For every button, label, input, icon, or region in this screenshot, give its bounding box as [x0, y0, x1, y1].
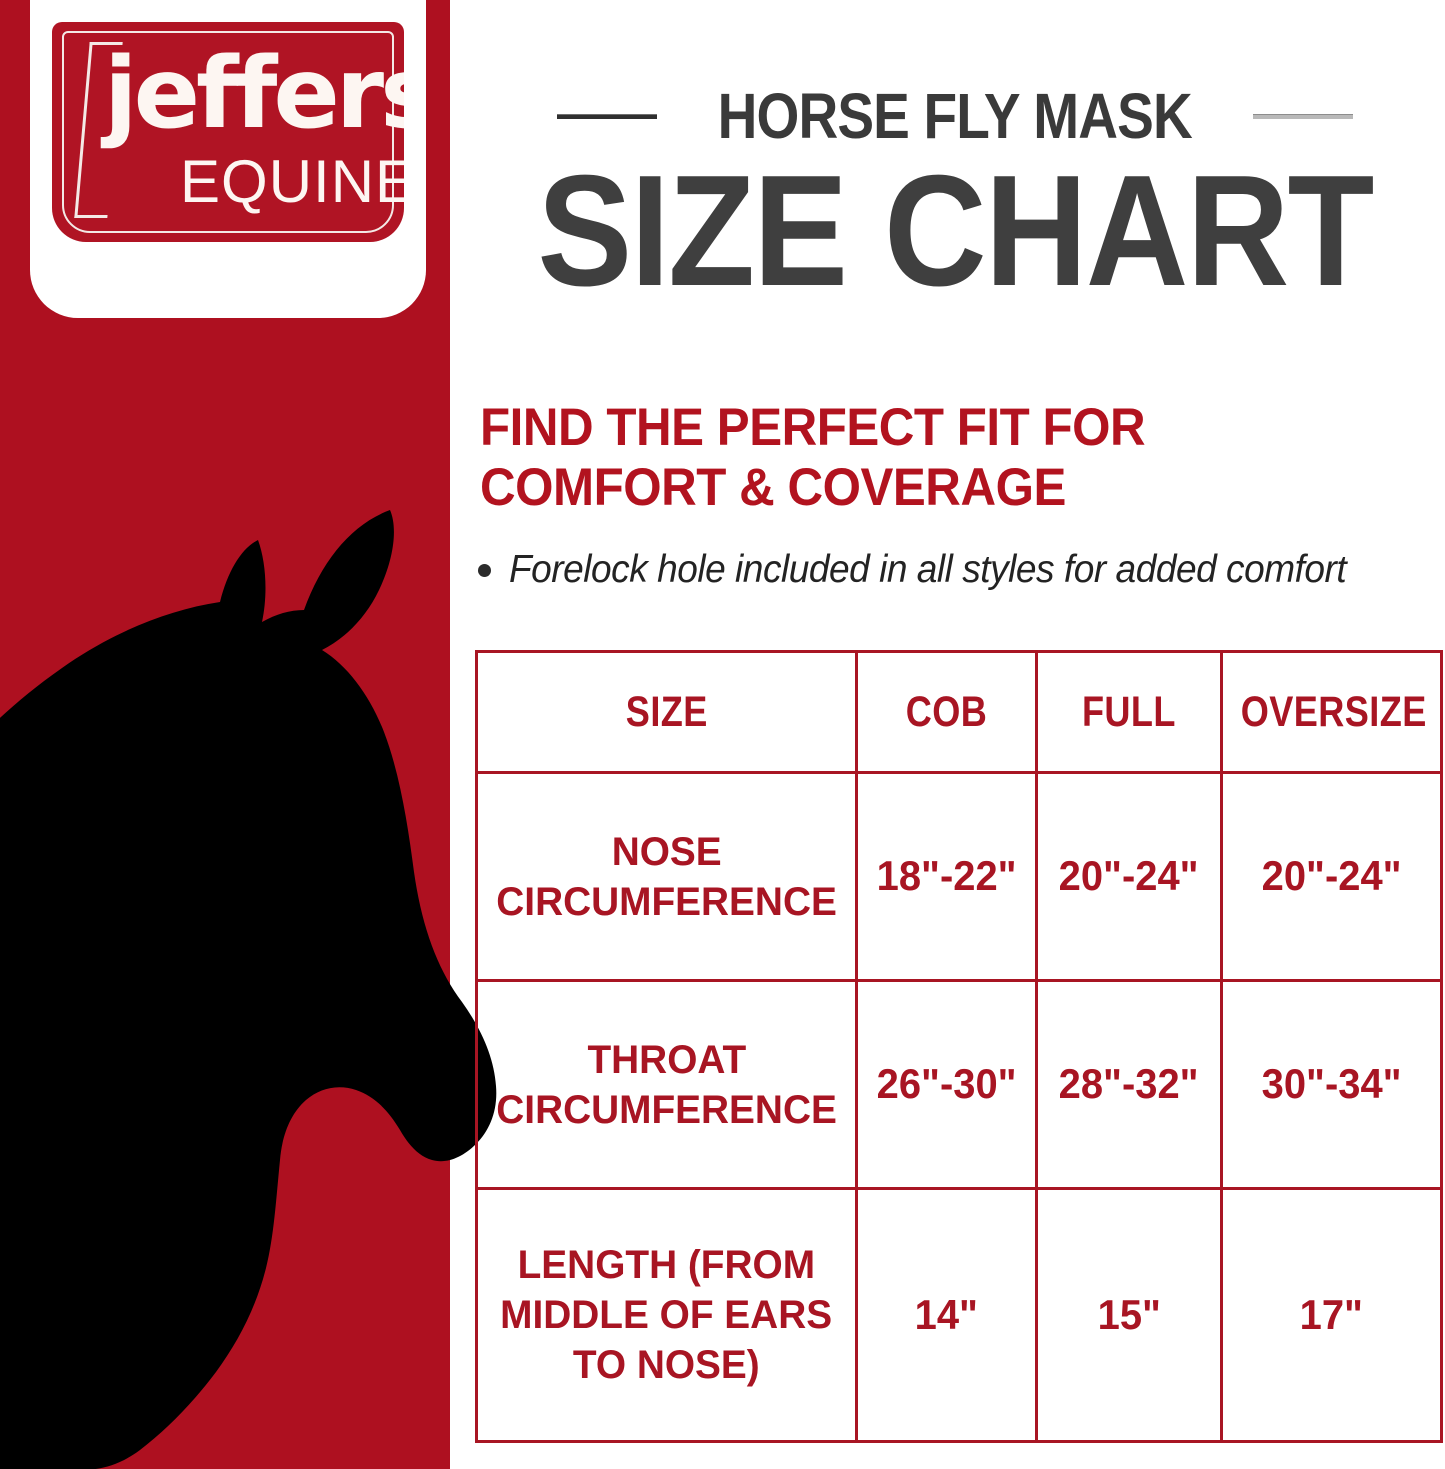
row-label-throat-circumference: THROAT CIRCUMFERENCE	[475, 979, 858, 1190]
divider-left	[557, 113, 658, 119]
logo-sub-text: EQUINE	[180, 148, 404, 215]
cell-throat-cob: 26"-30"	[855, 979, 1038, 1190]
cell-throat-oversize: 30"-34"	[1220, 979, 1443, 1190]
row-label-nose-circumference: NOSE CIRCUMFERENCE	[475, 771, 858, 982]
bullet-text: Forelock hole included in all styles for…	[509, 548, 1347, 591]
content-area: HORSE FLY MASK SIZE CHART FIND THE PERFE…	[450, 0, 1445, 1469]
eyebrow-title: HORSE FLY MASK	[717, 80, 1193, 152]
registered-trademark-icon: ®	[370, 70, 382, 87]
table-row: LENGTH (FROM MIDDLE OF EARS TO NOSE) 14"…	[475, 1187, 1443, 1443]
column-header-oversize: OVERSIZE	[1220, 650, 1443, 774]
jeffers-equine-logo: jeffers ® EQUINE	[52, 22, 404, 242]
cell-nose-full: 20"-24"	[1035, 771, 1223, 982]
column-header-cob: COB	[855, 650, 1038, 774]
column-header-full: FULL	[1035, 650, 1223, 774]
cell-throat-full: 28"-32"	[1035, 979, 1223, 1190]
row-label-length: LENGTH (FROM MIDDLE OF EARS TO NOSE)	[475, 1187, 858, 1443]
cell-length-full: 15"	[1035, 1187, 1223, 1443]
bullet-item: Forelock hole included in all styles for…	[478, 546, 1428, 594]
table-row: THROAT CIRCUMFERENCE 26"-30" 28"-32" 30"…	[475, 979, 1443, 1190]
logo-card: jeffers ® EQUINE	[30, 0, 426, 318]
cell-length-cob: 14"	[855, 1187, 1038, 1443]
eyebrow-row: HORSE FLY MASK	[470, 78, 1440, 154]
brand-panel: jeffers ® EQUINE	[0, 0, 497, 1469]
column-header-size: SIZE	[475, 650, 858, 774]
size-chart-table: SIZE COB FULL OVERSIZE NOSE CIRCUMFERENC…	[475, 650, 1443, 1443]
bullet-dot-icon	[478, 564, 491, 577]
cell-nose-oversize: 20"-24"	[1220, 771, 1443, 982]
page-title: SIZE CHART	[537, 143, 1374, 319]
table-header-row: SIZE COB FULL OVERSIZE	[475, 650, 1443, 774]
logo-border-outline	[62, 31, 394, 233]
logo-wordmark-text: jeffers	[104, 37, 404, 151]
cell-nose-cob: 18"-22"	[855, 771, 1038, 982]
cell-length-oversize: 17"	[1220, 1187, 1443, 1443]
subheading: FIND THE PERFECT FIT FOR COMFORT & COVER…	[480, 398, 1146, 517]
divider-right	[1252, 113, 1353, 119]
table-row: NOSE CIRCUMFERENCE 18"-22" 20"-24" 20"-2…	[475, 771, 1443, 982]
